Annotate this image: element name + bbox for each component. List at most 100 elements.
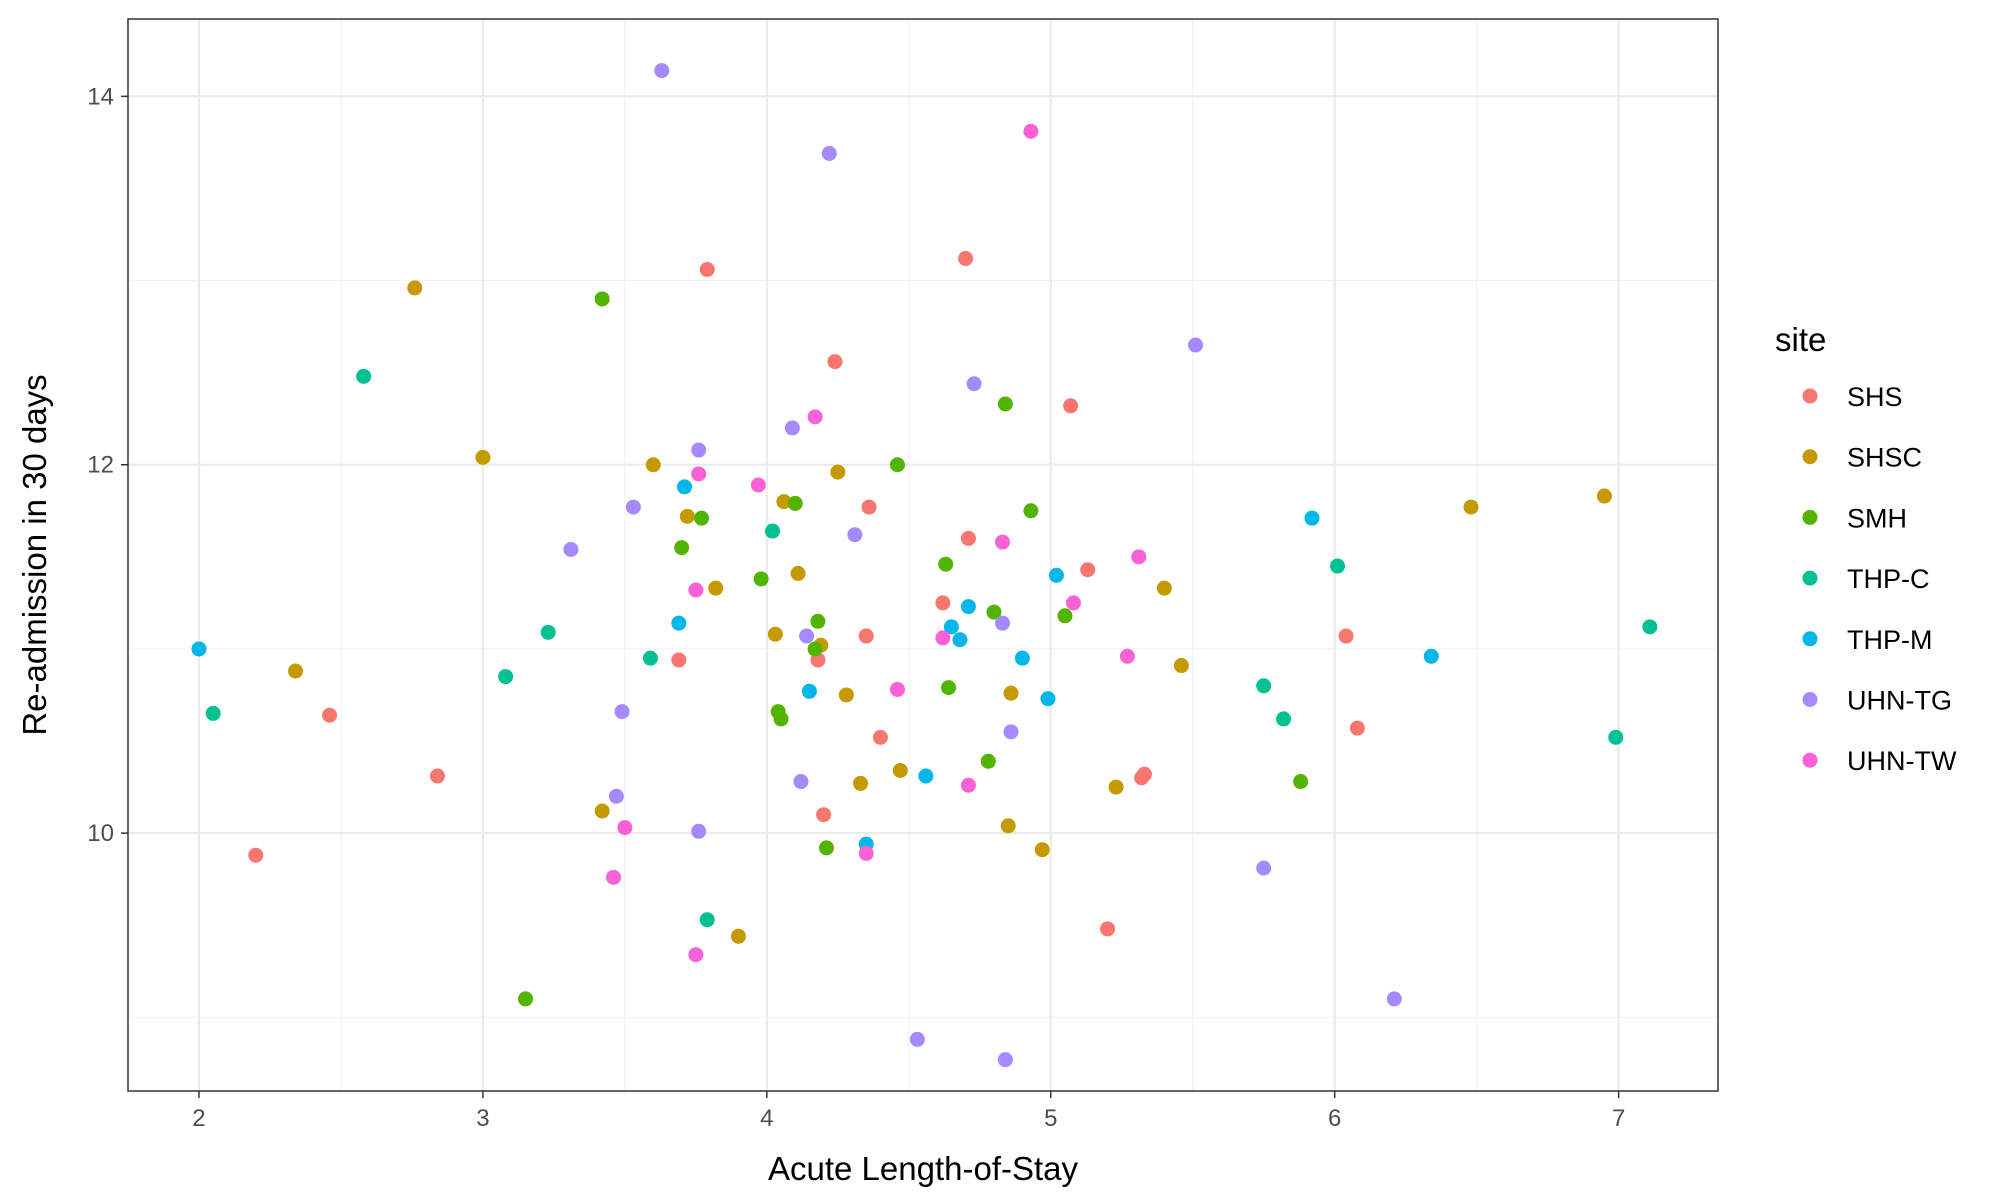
point-thp-c <box>1608 729 1624 745</box>
x-tick-label: 7 <box>1612 1105 1625 1132</box>
x-tick-label: 4 <box>760 1105 773 1132</box>
point-shsc <box>594 803 610 819</box>
point-uhn-tg <box>1386 991 1402 1007</box>
point-shsc <box>730 928 746 944</box>
legend-key-uhn-tg <box>1802 692 1818 707</box>
point-smh <box>889 457 905 473</box>
legend-label-uhn-tw: UHN-TW <box>1847 746 1957 776</box>
major-gridlines <box>128 19 1718 1091</box>
point-shs <box>816 807 832 823</box>
point-smh <box>818 840 834 856</box>
point-uhn-tw <box>688 947 704 963</box>
point-shsc <box>407 280 423 296</box>
point-smh <box>980 753 996 769</box>
point-shsc <box>1596 488 1612 504</box>
legend-label-shs: SHS <box>1847 382 1903 412</box>
point-smh <box>810 613 826 629</box>
point-shs <box>429 768 445 784</box>
point-thp-c <box>1256 678 1272 694</box>
point-shs <box>671 652 687 668</box>
point-shs <box>872 729 888 745</box>
point-uhn-tg <box>563 541 579 557</box>
y-tick-label: 14 <box>87 83 114 110</box>
legend-key-thp-m <box>1802 631 1818 647</box>
point-shs <box>858 628 874 644</box>
legend-label-smh: SMH <box>1847 503 1907 533</box>
point-shsc <box>1156 580 1172 596</box>
point-shs <box>322 707 338 723</box>
legend-title: site <box>1775 321 1826 358</box>
point-shsc <box>1108 779 1124 795</box>
point-shsc <box>288 663 304 679</box>
point-shsc <box>892 763 908 779</box>
point-shsc <box>838 687 854 703</box>
point-thp-m <box>1304 510 1320 526</box>
point-thp-c <box>1642 619 1658 635</box>
point-uhn-tg <box>1188 337 1204 353</box>
point-uhn-tg <box>691 442 707 458</box>
point-thp-c <box>205 705 221 721</box>
point-uhn-tw <box>750 477 766 493</box>
point-smh <box>1023 503 1039 519</box>
point-thp-c <box>699 912 715 928</box>
point-thp-m <box>918 768 934 784</box>
point-uhn-tg <box>966 376 982 392</box>
point-smh <box>941 680 957 696</box>
point-uhn-tg <box>1256 860 1272 876</box>
point-shs <box>1080 562 1096 578</box>
point-smh <box>787 495 803 511</box>
point-uhn-tg <box>625 499 641 515</box>
point-uhn-tw <box>858 845 874 861</box>
point-uhn-tw <box>1119 648 1135 664</box>
point-uhn-tg <box>799 628 815 644</box>
y-tick-label: 12 <box>87 452 114 479</box>
point-shs <box>699 262 715 278</box>
point-thp-c <box>356 368 372 384</box>
point-shsc <box>853 775 869 791</box>
minor-gridlines <box>128 19 1718 1091</box>
point-uhn-tw <box>889 681 905 697</box>
point-smh <box>997 396 1013 412</box>
point-shs <box>248 847 264 863</box>
point-shs <box>935 595 951 611</box>
point-uhn-tg <box>995 615 1010 631</box>
point-uhn-tg <box>614 704 630 720</box>
point-smh <box>1293 774 1309 790</box>
point-thp-m <box>1048 567 1064 583</box>
point-shsc <box>830 464 846 480</box>
point-shsc <box>1034 842 1050 858</box>
point-shs <box>1136 766 1152 782</box>
legend-key-thp-c <box>1802 570 1818 586</box>
point-uhn-tg <box>691 823 707 839</box>
x-tick-label: 2 <box>192 1105 205 1132</box>
x-axis-ticks: 2 3 4 5 6 7 <box>192 1091 1625 1132</box>
point-uhn-tg <box>847 527 863 543</box>
data-points <box>191 63 1658 1068</box>
point-thp-m <box>1423 648 1439 664</box>
point-smh <box>938 556 954 572</box>
point-thp-c <box>642 650 658 666</box>
point-thp-c <box>1330 558 1346 574</box>
point-thp-m <box>671 615 687 631</box>
legend-key-smh <box>1802 509 1818 525</box>
point-thp-m <box>952 632 968 648</box>
point-shs <box>1063 398 1079 414</box>
point-uhn-tw <box>935 630 951 646</box>
point-thp-c <box>765 523 781 539</box>
point-thp-m <box>801 683 817 699</box>
point-thp-c <box>498 669 514 685</box>
point-thp-m <box>191 641 207 657</box>
point-smh <box>694 510 710 526</box>
legend-label-thp-c: THP-C <box>1847 564 1930 594</box>
point-shs <box>861 499 877 515</box>
legend-label-uhn-tg: UHN-TG <box>1847 686 1952 716</box>
y-axis-ticks: 10 12 14 <box>87 83 128 847</box>
point-uhn-tg <box>793 774 809 790</box>
legend-label-shsc: SHSC <box>1847 443 1922 473</box>
point-uhn-tw <box>606 869 622 885</box>
point-uhn-tw <box>1065 595 1081 611</box>
point-shsc <box>1173 658 1189 674</box>
point-shsc <box>475 449 491 465</box>
x-tick-label: 3 <box>476 1105 489 1132</box>
